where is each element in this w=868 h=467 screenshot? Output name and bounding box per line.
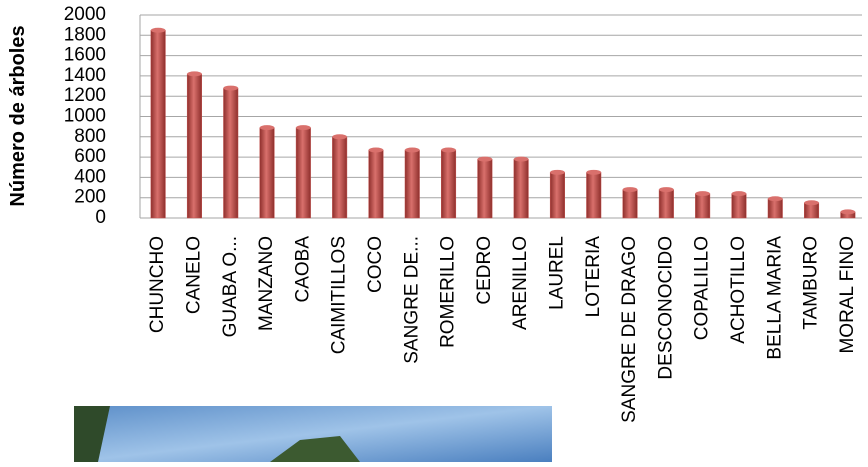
bar xyxy=(549,172,565,219)
bar xyxy=(223,87,239,219)
bar xyxy=(186,73,202,219)
x-tick-label: ACHOTILLO xyxy=(728,236,749,344)
y-tick-label: 1000 xyxy=(64,106,106,127)
bar-top xyxy=(150,27,166,33)
x-tick-label: MANZANO xyxy=(256,236,277,331)
photo-foliage xyxy=(74,406,110,462)
x-tick-label: COCO xyxy=(365,236,386,293)
bar-top xyxy=(368,147,384,153)
x-tick-label: TAMBURO xyxy=(801,236,822,330)
bar xyxy=(767,198,783,219)
bar-top xyxy=(550,169,565,175)
bar xyxy=(586,172,602,219)
x-tick-label: CANELO xyxy=(183,236,204,314)
x-tick-label: CHUNCHO xyxy=(147,236,168,333)
bar-top xyxy=(586,169,602,175)
x-tick-label: CAIMITILLOS xyxy=(329,236,350,354)
photo-foliage xyxy=(270,436,360,462)
x-tick-label: CEDRO xyxy=(474,236,495,305)
bar-top xyxy=(477,156,493,162)
bar xyxy=(622,189,638,219)
bar-top xyxy=(659,187,674,193)
bar-top xyxy=(804,200,819,206)
bar-top xyxy=(441,147,456,153)
bar xyxy=(404,149,420,219)
x-tick-label: LOTERIA xyxy=(583,236,604,318)
y-tick-label: 1200 xyxy=(64,85,106,106)
bar xyxy=(695,193,711,219)
x-tick-label: LAUREL xyxy=(546,236,567,310)
y-tick-label: 400 xyxy=(74,166,106,187)
y-tick-label: 600 xyxy=(74,146,106,167)
bar-top xyxy=(731,191,747,197)
bar-top xyxy=(695,191,710,197)
x-tick-label: MORAL FINO xyxy=(837,236,858,354)
bar-top xyxy=(767,196,783,202)
bar-top xyxy=(259,125,275,131)
x-tick-label: CAOBA xyxy=(292,236,313,303)
bar-top xyxy=(223,85,239,91)
x-tick-label: GUABA O... xyxy=(220,236,241,337)
y-tick-label: 1800 xyxy=(64,24,106,45)
bar-top xyxy=(622,187,638,193)
bar-top xyxy=(404,147,420,153)
bar xyxy=(441,149,457,219)
y-tick-label: 2000 xyxy=(64,4,106,25)
y-tick-label: 0 xyxy=(95,207,106,228)
x-tick-label: ROMERILLO xyxy=(438,236,459,348)
bar xyxy=(477,158,493,219)
bar-top xyxy=(840,209,856,215)
y-tick-label: 1600 xyxy=(64,45,106,66)
x-tick-label: SANGRE DE DRAGO xyxy=(619,236,640,423)
bar-top xyxy=(332,134,347,140)
bar xyxy=(731,193,747,219)
x-tick-label: SANGRE DE... xyxy=(401,236,422,364)
y-axis-title: Número de árboles xyxy=(7,25,29,206)
bar-top xyxy=(187,71,202,77)
bar xyxy=(332,136,348,219)
bar-top xyxy=(296,125,311,131)
y-tick-label: 1400 xyxy=(64,65,106,86)
bar xyxy=(513,158,529,219)
bar xyxy=(295,127,311,219)
y-tick-label: 200 xyxy=(74,187,106,208)
x-tick-label: BELLA MARIA xyxy=(764,236,785,360)
x-tick-label: DESCONOCIDO xyxy=(655,236,676,380)
x-tick-label: COPALILLO xyxy=(692,236,713,340)
bar xyxy=(259,127,275,219)
y-tick-label: 800 xyxy=(74,126,106,147)
x-tick-label: ARENILLO xyxy=(510,236,531,330)
bar xyxy=(658,189,674,219)
bar xyxy=(368,149,384,219)
bar-top xyxy=(513,156,529,162)
bar xyxy=(150,29,166,219)
